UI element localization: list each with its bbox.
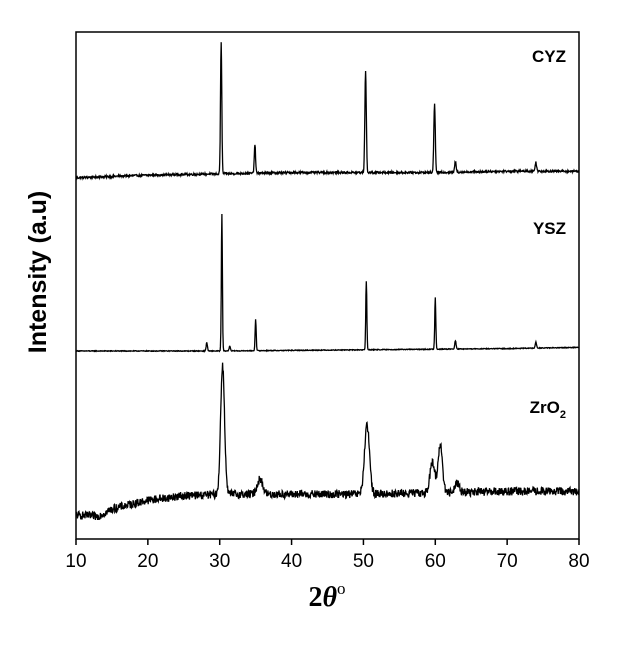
x-axis-label-main: 2 <box>308 582 322 613</box>
x-tick-label: 50 <box>353 551 374 572</box>
series-line-ZrO2 <box>75 362 580 521</box>
series-line-YSZ <box>75 213 580 353</box>
x-axis-label: 2θo <box>308 579 345 613</box>
series-layer <box>75 42 580 521</box>
series-label-YSZ: YSZ <box>533 219 566 238</box>
x-tick-label: 10 <box>65 551 86 572</box>
x-tick-label: 30 <box>209 551 230 572</box>
plot-frame <box>75 31 580 540</box>
series-line-CYZ <box>75 42 580 181</box>
x-tick-label: 70 <box>497 551 518 572</box>
x-axis-label-theta: θ <box>322 582 337 613</box>
series-label-CYZ: CYZ <box>532 47 566 66</box>
series-labels: CYZ YSZ ZrO2 <box>530 47 566 421</box>
y-axis-label: Intensity (a.u) <box>24 191 52 354</box>
x-tick-label: 80 <box>568 551 589 572</box>
series-label-ZrO2: ZrO2 <box>530 398 566 421</box>
x-ticks: 10 20 30 40 50 60 70 80 <box>65 539 590 572</box>
x-axis-label-degree: o <box>337 579 346 598</box>
x-tick-label: 40 <box>281 551 302 572</box>
x-tick-label: 20 <box>137 551 158 572</box>
x-tick-label: 60 <box>425 551 446 572</box>
